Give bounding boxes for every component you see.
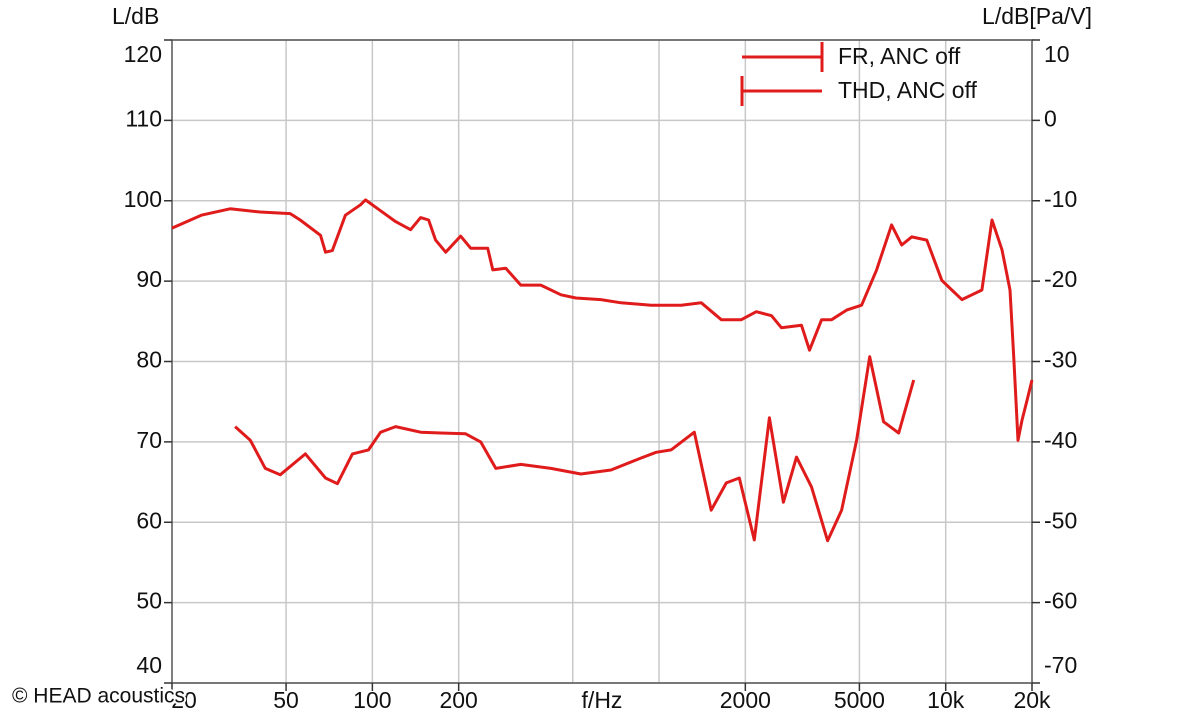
y-tick-label: 40 xyxy=(136,652,162,678)
data-line xyxy=(171,198,1034,442)
legend-label: FR, ANC off xyxy=(838,43,961,69)
y2-tick-label: 0 xyxy=(1044,105,1057,131)
y-tick-label: 60 xyxy=(136,507,162,533)
x-tick-label: 50 xyxy=(273,687,299,713)
y-tick-label: 50 xyxy=(136,588,162,614)
data-line xyxy=(234,355,916,543)
y2-tick-label: -60 xyxy=(1044,588,1077,614)
y-tick-label: 110 xyxy=(125,105,162,131)
x-tick-label: 5000 xyxy=(834,687,885,713)
y-tick-label: 100 xyxy=(124,186,162,212)
y2-tick-label: -20 xyxy=(1044,266,1077,292)
y2-tick-label: -50 xyxy=(1044,507,1077,533)
x-tick-label: 20 xyxy=(171,687,197,713)
y2-tick-label: -10 xyxy=(1044,186,1077,212)
y-tick-label: 70 xyxy=(136,427,162,453)
legend-label: THD, ANC off xyxy=(838,77,977,103)
y-axis-label: L/dB xyxy=(112,3,159,29)
watermark: © HEAD acoustics xyxy=(12,685,185,708)
y-tick-label: 90 xyxy=(136,266,162,292)
x-tick-label: 20k xyxy=(1013,687,1051,713)
y2-tick-label: -30 xyxy=(1044,347,1077,373)
y-tick-label: 80 xyxy=(136,347,162,373)
x-tick-label: 200 xyxy=(439,687,477,713)
y2-axis-label: L/dB[Pa/V] xyxy=(982,3,1092,29)
y-tick-label: 120 xyxy=(124,41,162,67)
y2-tick-label: 10 xyxy=(1044,41,1070,67)
x-tick-label: 10k xyxy=(927,687,965,713)
x-tick-label: 100 xyxy=(353,687,391,713)
x-axis-label: f/Hz xyxy=(582,687,623,713)
y2-tick-label: -40 xyxy=(1044,427,1077,453)
y2-tick-label: -70 xyxy=(1044,652,1077,678)
x-tick-label: 2000 xyxy=(720,687,771,713)
